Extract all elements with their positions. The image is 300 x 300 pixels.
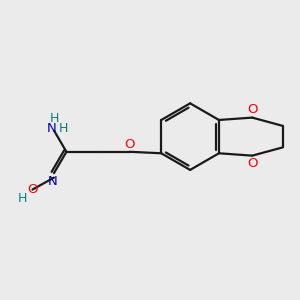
Text: H: H: [17, 192, 27, 205]
Text: O: O: [27, 183, 38, 196]
Text: H: H: [58, 122, 68, 135]
Text: O: O: [124, 138, 135, 151]
Text: O: O: [247, 103, 257, 116]
Text: H: H: [50, 112, 59, 125]
Text: O: O: [247, 157, 257, 170]
Text: N: N: [48, 175, 57, 188]
Text: N: N: [47, 122, 56, 135]
